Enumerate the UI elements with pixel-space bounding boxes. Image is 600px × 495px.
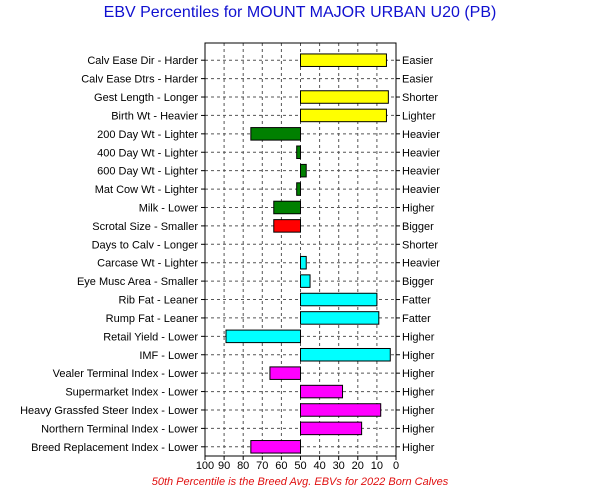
percentile-bar bbox=[300, 255, 307, 270]
percentile-bar bbox=[300, 292, 378, 307]
trait-label: Heavy Grassfed Steer Index - Lower bbox=[20, 405, 198, 417]
trait-label: Calv Ease Dir - Harder bbox=[87, 55, 198, 67]
x-tick-label: 40 bbox=[313, 460, 325, 472]
percentile-bar bbox=[250, 440, 301, 454]
trait-label: Rib Fat - Leaner bbox=[119, 295, 199, 307]
trait-direction-label: Bigger bbox=[402, 276, 434, 288]
trait-label: Rump Fat - Leaner bbox=[106, 313, 199, 325]
trait-direction-label: Shorter bbox=[402, 92, 438, 104]
x-tick-label: 90 bbox=[218, 460, 230, 472]
x-tick-label: 80 bbox=[237, 460, 249, 472]
trait-label: Mat Cow Wt - Lighter bbox=[95, 184, 199, 196]
percentile-bar bbox=[296, 182, 301, 196]
percentile-bar bbox=[225, 329, 301, 344]
percentile-bar bbox=[300, 403, 382, 417]
trait-direction-label: Higher bbox=[402, 423, 435, 435]
x-tick-label: 100 bbox=[196, 460, 214, 472]
trait-label: Calv Ease Dtrs - Harder bbox=[81, 74, 198, 86]
percentile-bar bbox=[273, 200, 302, 215]
x-tick-label: 30 bbox=[333, 460, 345, 472]
trait-direction-label: Heavier bbox=[402, 258, 440, 270]
percentile-bar bbox=[300, 108, 387, 123]
chart-footer-note: 50th Percentile is the Breed Avg. EBVs f… bbox=[151, 476, 449, 488]
percentile-bar bbox=[269, 366, 302, 380]
trait-direction-label: Higher bbox=[402, 387, 435, 399]
plot-frame bbox=[204, 42, 397, 457]
trait-label: Milk - Lower bbox=[139, 202, 199, 214]
trait-direction-label: Shorter bbox=[402, 239, 438, 251]
trait-direction-label: Higher bbox=[402, 350, 435, 362]
trait-label: Scrotal Size - Smaller bbox=[92, 221, 198, 233]
x-tick-label: 20 bbox=[352, 460, 364, 472]
trait-label: Gest Length - Longer bbox=[94, 92, 198, 104]
trait-direction-label: Bigger bbox=[402, 221, 434, 233]
trait-direction-label: Fatter bbox=[402, 295, 431, 307]
chart-title: EBV Percentiles for MOUNT MAJOR URBAN U2… bbox=[103, 4, 497, 21]
trait-direction-label: Fatter bbox=[402, 313, 431, 325]
percentile-bar bbox=[300, 421, 363, 436]
trait-label: Retail Yield - Lower bbox=[103, 331, 198, 343]
percentile-bar bbox=[300, 90, 389, 104]
trait-direction-label: Higher bbox=[402, 442, 435, 454]
x-tick-label: 0 bbox=[393, 460, 399, 472]
percentile-bar bbox=[300, 274, 311, 288]
x-tick-label: 70 bbox=[256, 460, 268, 472]
trait-direction-label: Heavier bbox=[402, 166, 440, 178]
trait-direction-label: Higher bbox=[402, 405, 435, 417]
percentile-bar bbox=[300, 347, 391, 362]
percentile-bar bbox=[300, 53, 387, 67]
trait-direction-label: Lighter bbox=[402, 110, 436, 122]
x-tick-label: 60 bbox=[275, 460, 287, 472]
trait-label: 200 Day Wt - Lighter bbox=[97, 129, 198, 141]
trait-direction-label: Higher bbox=[402, 331, 435, 343]
trait-direction-label: Heavier bbox=[402, 147, 440, 159]
trait-label: Northern Terminal Index - Lower bbox=[41, 423, 198, 435]
trait-label: Birth Wt - Heavier bbox=[111, 110, 198, 122]
percentile-bar bbox=[300, 384, 344, 399]
trait-direction-label: Heavier bbox=[402, 129, 440, 141]
trait-direction-label: Heavier bbox=[402, 184, 440, 196]
trait-direction-label: Easier bbox=[402, 55, 434, 67]
trait-label: Eye Musc Area - Smaller bbox=[77, 276, 198, 288]
x-tick-label: 50 bbox=[294, 460, 306, 472]
trait-direction-label: Higher bbox=[402, 202, 435, 214]
percentile-bar bbox=[273, 219, 302, 233]
trait-label: Days to Calv - Longer bbox=[92, 239, 199, 251]
trait-label: Carcase Wt - Lighter bbox=[97, 258, 198, 270]
trait-label: 600 Day Wt - Lighter bbox=[97, 166, 198, 178]
trait-label: Breed Replacement Index - Lower bbox=[31, 442, 198, 454]
trait-label: Supermarket Index - Lower bbox=[65, 387, 198, 399]
percentile-bar bbox=[300, 311, 380, 325]
trait-direction-label: Higher bbox=[402, 368, 435, 380]
trait-direction-label: Easier bbox=[402, 74, 434, 86]
percentile-bar bbox=[296, 145, 301, 160]
trait-label: IMF - Lower bbox=[139, 350, 198, 362]
percentile-bar bbox=[250, 127, 301, 141]
percentile-bar bbox=[300, 163, 307, 178]
x-tick-label: 10 bbox=[371, 460, 383, 472]
trait-label: 400 Day Wt - Lighter bbox=[97, 147, 198, 159]
trait-label: Vealer Terminal Index - Lower bbox=[53, 368, 199, 380]
